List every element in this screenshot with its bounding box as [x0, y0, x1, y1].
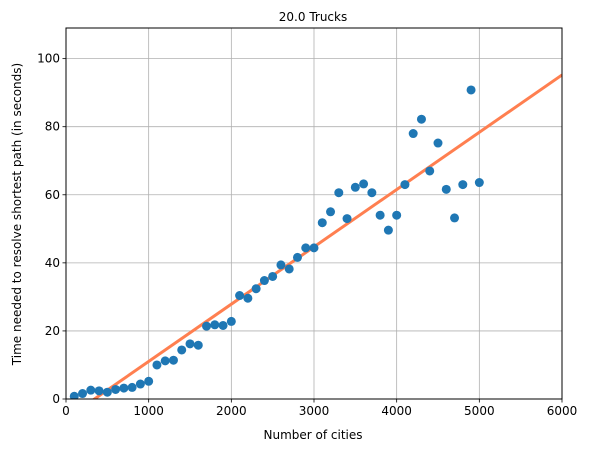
- data-point: [474, 178, 484, 188]
- data-point: [441, 184, 451, 194]
- x-tick-label: 3000: [299, 404, 330, 418]
- data-point: [86, 385, 96, 395]
- data-point: [309, 243, 319, 253]
- data-point: [210, 320, 220, 330]
- grid: [65, 28, 563, 400]
- data-point: [367, 188, 377, 198]
- x-tick-label: 5000: [464, 404, 495, 418]
- data-point: [284, 264, 294, 274]
- data-point: [383, 225, 393, 235]
- x-tick-label: 1000: [133, 404, 164, 418]
- data-point: [119, 383, 129, 393]
- data-point: [185, 339, 195, 349]
- data-point: [135, 379, 145, 389]
- x-axis-label: Number of cities: [263, 428, 362, 442]
- chart-title: 20.0 Trucks: [279, 10, 347, 24]
- data-point: [392, 210, 402, 220]
- data-point: [152, 360, 162, 370]
- data-points: [69, 85, 484, 399]
- y-tick-label: 60: [45, 188, 60, 202]
- data-point: [168, 355, 178, 365]
- data-point: [359, 179, 369, 189]
- axis-ticks: 0 1000 2000 3000 4000 5000 6000 0 20 40 60 80 100: [37, 52, 577, 418]
- y-axis-label: Time needed to resolve shortest path (in…: [10, 63, 24, 366]
- data-point: [458, 180, 468, 190]
- y-tick-label: 20: [45, 324, 60, 338]
- data-point: [177, 345, 187, 355]
- data-point: [292, 252, 302, 262]
- data-point: [111, 384, 121, 394]
- data-point: [144, 376, 154, 386]
- data-point: [127, 382, 137, 392]
- data-point: [408, 129, 418, 139]
- data-point: [350, 182, 360, 192]
- data-point: [259, 276, 269, 286]
- data-point: [251, 284, 261, 294]
- data-point: [326, 207, 336, 217]
- data-point: [243, 293, 253, 303]
- data-point: [334, 188, 344, 198]
- data-point: [69, 391, 79, 399]
- x-tick-label: 2000: [216, 404, 247, 418]
- data-point: [235, 291, 245, 301]
- data-point: [416, 114, 426, 124]
- y-tick-label: 100: [37, 52, 60, 66]
- x-tick-label: 4000: [381, 404, 412, 418]
- data-point: [268, 271, 278, 281]
- y-tick-label: 40: [45, 256, 60, 270]
- data-point: [218, 320, 228, 330]
- data-point: [342, 214, 352, 224]
- data-point: [466, 85, 476, 95]
- x-tick-label: 0: [62, 404, 70, 418]
- data-point: [102, 387, 112, 397]
- data-point: [400, 180, 410, 190]
- data-point: [375, 210, 385, 220]
- x-tick-label: 6000: [547, 404, 578, 418]
- data-point: [450, 213, 460, 223]
- y-tick-label: 80: [45, 120, 60, 134]
- data-point: [202, 321, 212, 331]
- data-point: [425, 166, 435, 176]
- data-point: [276, 260, 286, 270]
- data-point: [226, 316, 236, 326]
- data-point: [301, 243, 311, 253]
- data-point: [433, 138, 443, 148]
- data-point: [193, 340, 203, 350]
- data-point: [160, 356, 170, 366]
- data-point: [78, 389, 88, 399]
- data-point: [317, 218, 327, 228]
- data-point: [94, 386, 104, 396]
- y-tick-label: 0: [52, 392, 60, 406]
